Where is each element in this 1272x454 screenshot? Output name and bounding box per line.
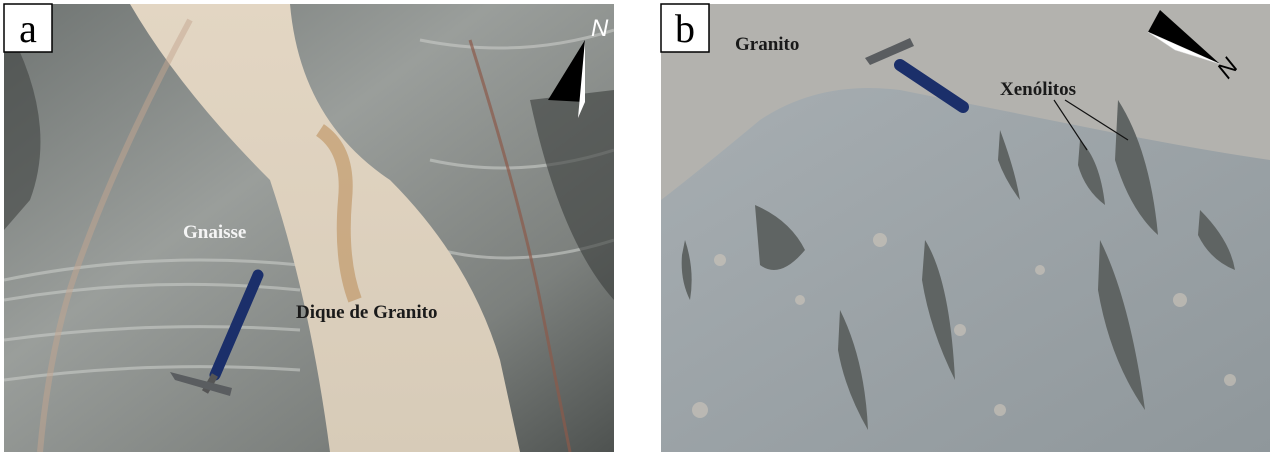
- photo-b: N Granito Xenólitos: [661, 4, 1270, 452]
- annotation: Xenólitos: [1000, 79, 1076, 100]
- annotation: Granito: [735, 34, 799, 55]
- photo-a: N Gnaisse Dique de Granito: [4, 4, 614, 452]
- label-box: [660, 3, 710, 53]
- label-box: [3, 3, 53, 53]
- north-label: N: [591, 15, 609, 42]
- annotation: Gnaisse: [183, 222, 246, 243]
- panel-label: b: [675, 6, 695, 51]
- hammer: [170, 269, 264, 396]
- panel-label: a: [19, 6, 37, 51]
- annotation: Dique de Granito: [296, 302, 437, 323]
- hammer: [865, 38, 969, 113]
- xenoliths: [681, 100, 1235, 430]
